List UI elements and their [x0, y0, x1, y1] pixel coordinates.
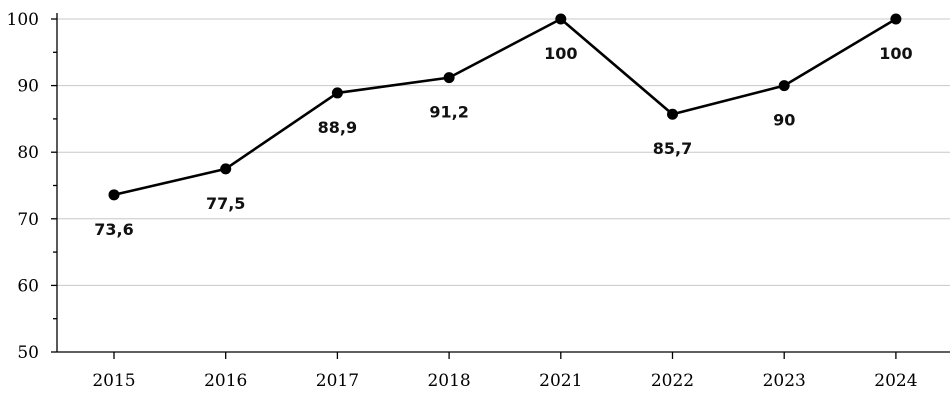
data-label: 73,6 [94, 220, 133, 239]
data-label: 77,5 [206, 194, 245, 213]
y-tick-label: 90 [17, 77, 39, 97]
series-line-group [113, 17, 897, 197]
y-tick-label: 100 [7, 10, 39, 30]
x-tick-label: 2023 [763, 371, 806, 391]
data-labels: 73,6 77,5 88,9 91,2 100 85,7 90 100 [94, 44, 912, 239]
data-label: 100 [544, 44, 577, 63]
axes: 50 60 70 80 90 100 2015 2016 2017 2018 2021 2022 202… [7, 10, 950, 391]
data-label: 91,2 [429, 103, 468, 122]
x-tick-label: 2022 [651, 371, 694, 391]
data-label: 100 [879, 44, 912, 63]
data-points [108, 13, 902, 201]
series-line [113, 17, 897, 197]
data-point [220, 163, 232, 175]
x-tick-label: 2017 [316, 371, 359, 391]
data-point [667, 108, 678, 120]
x-tick-label: 2021 [539, 371, 582, 391]
data-point [108, 189, 120, 201]
x-tick-label: 2024 [874, 371, 917, 391]
y-tick-label: 70 [17, 210, 39, 230]
data-label: 90 [773, 111, 795, 130]
data-point [890, 13, 902, 25]
data-label: 88,9 [318, 118, 357, 137]
data-point [555, 13, 567, 25]
y-tick-label: 50 [17, 343, 39, 363]
data-point [331, 87, 343, 99]
x-tick-label: 2015 [92, 371, 135, 391]
x-tick-label: 2018 [427, 371, 470, 391]
data-point [778, 80, 790, 92]
data-label: 85,7 [653, 139, 692, 158]
x-tick-label: 2016 [204, 371, 247, 391]
y-tick-label: 80 [17, 143, 39, 163]
y-tick-label: 60 [17, 276, 39, 296]
data-point [443, 72, 455, 84]
grid-lines [57, 18, 950, 286]
